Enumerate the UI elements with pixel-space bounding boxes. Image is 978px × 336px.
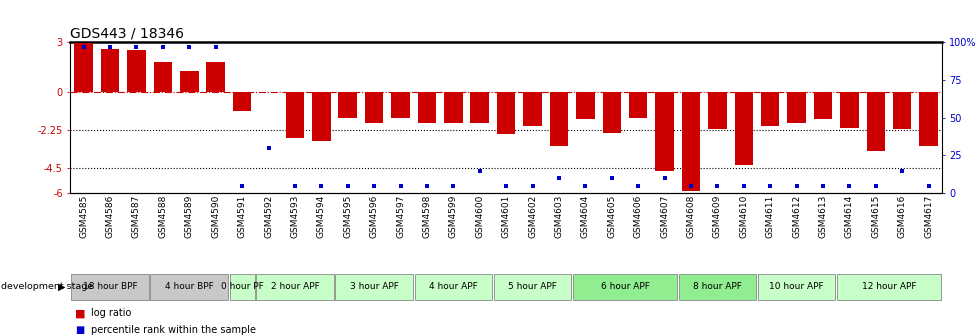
Bar: [470, 92, 488, 123]
Text: GSM4603: GSM4603: [554, 195, 563, 238]
Bar: [414, 274, 492, 300]
Text: GSM4609: GSM4609: [712, 195, 721, 238]
Text: 12 hour APF: 12 hour APF: [861, 283, 915, 291]
Text: 2 hour APF: 2 hour APF: [270, 283, 319, 291]
Text: GSM4592: GSM4592: [264, 195, 273, 238]
Bar: [892, 92, 911, 129]
Bar: [71, 274, 149, 300]
Text: GSM4602: GSM4602: [527, 195, 537, 238]
Text: 8 hour APF: 8 hour APF: [692, 283, 741, 291]
Text: 4 hour APF: 4 hour APF: [428, 283, 477, 291]
Bar: [601, 92, 620, 133]
Text: GSM4601: GSM4601: [501, 195, 511, 238]
Bar: [550, 92, 567, 146]
Bar: [497, 92, 514, 134]
Text: GSM4586: GSM4586: [106, 195, 114, 238]
Text: percentile rank within the sample: percentile rank within the sample: [91, 325, 256, 335]
Bar: [678, 274, 755, 300]
Bar: [681, 92, 699, 191]
Bar: [813, 92, 831, 119]
Bar: [101, 49, 119, 92]
Text: GSM4595: GSM4595: [343, 195, 352, 238]
Text: GSM4616: GSM4616: [897, 195, 906, 238]
Text: GSM4617: GSM4617: [923, 195, 932, 238]
Bar: [154, 62, 172, 92]
Text: GSM4606: GSM4606: [633, 195, 642, 238]
Text: GDS443 / 18346: GDS443 / 18346: [70, 27, 184, 41]
Bar: [230, 274, 254, 300]
Bar: [918, 92, 937, 146]
Text: GSM4599: GSM4599: [448, 195, 458, 238]
Text: GSM4588: GSM4588: [158, 195, 167, 238]
Text: 18 hour BPF: 18 hour BPF: [83, 283, 137, 291]
Text: 0 hour PF: 0 hour PF: [220, 283, 263, 291]
Bar: [836, 274, 940, 300]
Text: GSM4613: GSM4613: [818, 195, 826, 238]
Text: GSM4605: GSM4605: [606, 195, 615, 238]
Text: GSM4594: GSM4594: [317, 195, 326, 238]
Text: 10 hour APF: 10 hour APF: [769, 283, 823, 291]
Bar: [707, 92, 726, 129]
Bar: [256, 274, 333, 300]
Text: GSM4598: GSM4598: [422, 195, 431, 238]
Bar: [365, 92, 383, 123]
Bar: [233, 92, 251, 111]
Bar: [335, 274, 413, 300]
Bar: [786, 92, 805, 123]
Bar: [338, 92, 357, 118]
Text: ■: ■: [75, 308, 86, 318]
Text: GSM4608: GSM4608: [686, 195, 694, 238]
Bar: [839, 92, 858, 128]
Text: GSM4596: GSM4596: [370, 195, 378, 238]
Text: GSM4589: GSM4589: [185, 195, 194, 238]
Text: GSM4612: GSM4612: [791, 195, 800, 238]
Text: 5 hour APF: 5 hour APF: [508, 283, 556, 291]
Bar: [127, 50, 146, 92]
Text: GSM4614: GSM4614: [844, 195, 853, 238]
Bar: [760, 92, 778, 126]
Text: GSM4607: GSM4607: [659, 195, 668, 238]
Bar: [757, 274, 834, 300]
Bar: [180, 71, 199, 92]
Bar: [286, 92, 304, 138]
Bar: [74, 43, 93, 92]
Bar: [493, 274, 571, 300]
Text: GSM4600: GSM4600: [474, 195, 484, 238]
Text: GSM4585: GSM4585: [79, 195, 88, 238]
Text: GSM4593: GSM4593: [290, 195, 299, 238]
Text: ▶: ▶: [58, 282, 66, 292]
Text: 4 hour BPF: 4 hour BPF: [164, 283, 213, 291]
Text: GSM4591: GSM4591: [238, 195, 246, 238]
Text: GSM4615: GSM4615: [870, 195, 879, 238]
Bar: [444, 92, 462, 123]
Text: GSM4611: GSM4611: [765, 195, 774, 238]
Text: GSM4587: GSM4587: [132, 195, 141, 238]
Bar: [206, 62, 225, 92]
Text: 3 hour APF: 3 hour APF: [349, 283, 398, 291]
Bar: [151, 274, 228, 300]
Bar: [866, 92, 884, 151]
Bar: [523, 92, 541, 126]
Bar: [734, 92, 752, 165]
Text: GSM4610: GSM4610: [738, 195, 747, 238]
Bar: [654, 92, 673, 171]
Text: GSM4604: GSM4604: [580, 195, 590, 238]
Text: 6 hour APF: 6 hour APF: [600, 283, 648, 291]
Bar: [418, 92, 436, 123]
Text: development stage: development stage: [1, 283, 93, 291]
Bar: [572, 274, 676, 300]
Bar: [391, 92, 410, 118]
Bar: [312, 92, 331, 141]
Bar: [575, 92, 594, 119]
Text: ■: ■: [75, 325, 84, 335]
Text: log ratio: log ratio: [91, 308, 131, 318]
Text: GSM4597: GSM4597: [396, 195, 405, 238]
Text: GSM4590: GSM4590: [211, 195, 220, 238]
Bar: [628, 92, 646, 118]
